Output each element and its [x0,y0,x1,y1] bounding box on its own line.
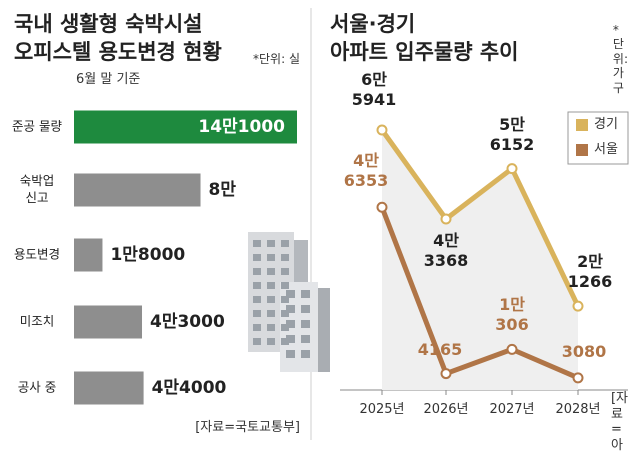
category-label: 미조치 [19,313,55,329]
value-label: 4만4000 [151,377,227,398]
building [286,305,295,313]
point [376,124,388,136]
building [267,254,275,261]
legend-label: 경기 [594,117,618,133]
building [253,268,261,275]
point [506,343,518,355]
point [440,368,452,380]
building [286,350,295,358]
x-tick-label: 2027년 [489,402,535,418]
category-label: 숙박업 신고 [19,173,55,205]
building [253,338,261,345]
source: [자료=국토교통부] [195,420,300,436]
building [286,290,295,298]
area [382,130,578,390]
value-label: 4165 [417,339,463,359]
line [379,128,581,308]
bar [74,110,297,144]
category-label: 준공 물량 [12,118,62,134]
building [301,305,310,313]
building [318,288,330,372]
value-label: 1만8000 [110,244,186,265]
x-tick-label: 2028년 [555,402,601,418]
point [376,201,388,213]
legend-swatch [576,119,588,131]
building [301,320,310,328]
line [379,206,579,381]
building [281,268,289,275]
building [267,310,275,317]
point [572,372,584,384]
building [281,282,289,289]
value-label: 4만 3368 [423,231,469,270]
value-label: 4만 6353 [343,151,389,191]
bar [74,173,201,207]
building [281,310,289,317]
value-label: 3080 [561,341,607,361]
building [267,282,275,289]
chart-title: 서울·경기 아파트 입주물량 추이 [330,12,519,64]
value-label: 8만 [208,179,236,200]
unit-note: *단위: 가구 [612,23,629,95]
value-label: 4만3000 [150,311,225,332]
value-label: 6만 5941 [351,70,397,109]
building [267,338,275,345]
value-label: 5만 6152 [489,114,535,154]
building [281,254,289,261]
building [286,335,295,343]
category-label: 공사 중 [17,379,57,395]
building [281,296,289,303]
point [440,213,452,225]
bar [74,371,144,405]
building [267,268,275,275]
building [301,335,310,343]
building [267,324,275,331]
legend-swatch [576,144,588,156]
building [253,254,261,261]
building [253,282,261,289]
bar [74,238,103,272]
point [506,163,518,175]
point [572,300,584,312]
value-label: 1만 306 [495,295,529,335]
bar [74,305,143,339]
source: [자료=아실] [610,391,628,451]
x-tick-label: 2026년 [423,402,469,418]
building [301,350,310,358]
building [301,290,310,298]
chart-title: 국내 생활형 숙박시설 오피스텔 용도변경 현황 [14,12,222,64]
building [267,296,275,303]
building [253,324,261,331]
value-label: 14만1000 [198,116,285,137]
legend-label: 서울 [594,142,618,158]
building [281,324,289,331]
building [281,240,289,247]
unit-note: *단위: 실 [253,51,300,66]
building [267,240,275,247]
category-label: 용도변경 [13,246,61,262]
building [253,296,261,303]
subtitle: 6월 말 기준 [76,72,141,88]
building [253,240,261,247]
value-label: 2만 1266 [567,252,613,292]
building [253,310,261,317]
building [281,338,289,345]
building [286,320,295,328]
x-tick-label: 2025년 [359,402,405,418]
